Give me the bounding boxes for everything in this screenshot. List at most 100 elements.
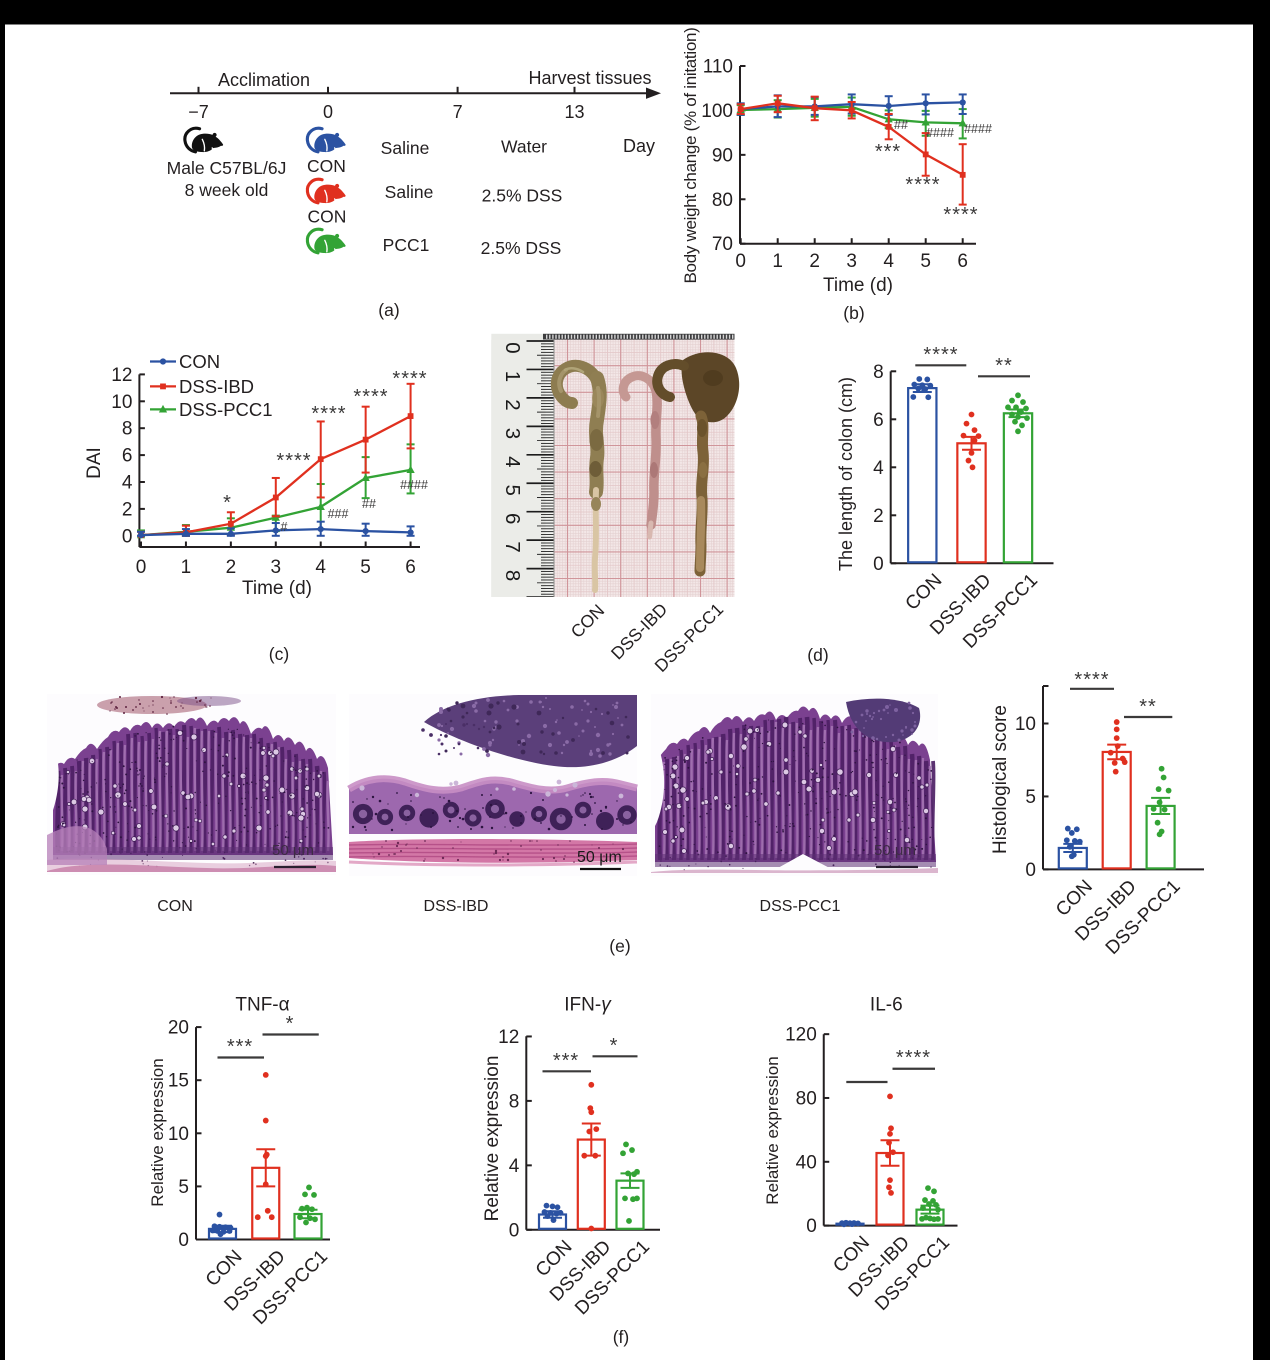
svg-text:6: 6 [957, 251, 968, 272]
svg-text:****: **** [896, 1047, 931, 1069]
svg-text:50 μm: 50 μm [874, 842, 916, 859]
svg-text:13: 13 [564, 102, 584, 122]
svg-text:110: 110 [703, 57, 733, 78]
svg-text:*: * [610, 1035, 619, 1057]
svg-text:0: 0 [323, 102, 333, 122]
svg-text:4: 4 [883, 251, 894, 272]
svg-text:2: 2 [122, 499, 133, 520]
svg-text:Harvest tissues: Harvest tissues [528, 68, 651, 88]
svg-text:***: *** [553, 1050, 579, 1072]
svg-text:80: 80 [712, 190, 733, 211]
svg-text:0: 0 [122, 526, 133, 547]
svg-text:2.5% DSS: 2.5% DSS [481, 238, 562, 258]
svg-text:DSS-IBD: DSS-IBD [424, 898, 489, 915]
svg-text:1: 1 [181, 557, 192, 578]
svg-text:(e): (e) [609, 936, 630, 956]
svg-text:#: # [281, 520, 288, 534]
svg-text:8: 8 [122, 419, 133, 440]
svg-text:5: 5 [1025, 787, 1036, 808]
svg-text:Histological score: Histological score [990, 705, 1011, 854]
svg-text:0: 0 [873, 554, 884, 575]
svg-text:5: 5 [360, 557, 371, 578]
svg-text:2: 2 [226, 557, 237, 578]
svg-text:0: 0 [136, 557, 147, 578]
svg-text:10: 10 [111, 392, 132, 413]
svg-text:5: 5 [920, 251, 931, 272]
svg-text:8 week old: 8 week old [185, 180, 269, 200]
svg-text:####: #### [926, 126, 954, 140]
svg-text:12: 12 [498, 1027, 519, 1048]
svg-text:4: 4 [873, 458, 884, 479]
svg-text:4: 4 [501, 456, 524, 467]
svg-text:80: 80 [796, 1089, 817, 1110]
svg-text:7: 7 [453, 102, 463, 122]
svg-text:6: 6 [501, 513, 524, 524]
svg-text:6: 6 [122, 446, 133, 467]
svg-text:−7: −7 [188, 102, 209, 122]
svg-text:2: 2 [873, 506, 884, 527]
svg-text:(a): (a) [378, 300, 399, 320]
svg-text:0: 0 [178, 1230, 189, 1251]
svg-text:Saline: Saline [385, 182, 434, 202]
svg-text:##: ## [362, 497, 376, 511]
svg-text:4: 4 [315, 557, 326, 578]
svg-text:***: *** [875, 141, 901, 163]
svg-text:8: 8 [509, 1091, 520, 1112]
svg-text:**: ** [1139, 696, 1157, 718]
svg-text:DSS-PCC1: DSS-PCC1 [760, 898, 841, 915]
svg-text:*: * [223, 492, 231, 514]
svg-text:5: 5 [501, 484, 524, 495]
svg-text:Relative expression: Relative expression [148, 1058, 167, 1206]
svg-text:TNF-α: TNF-α [235, 995, 289, 1016]
svg-text:CON: CON [157, 898, 193, 915]
svg-text:DSS-PCC1: DSS-PCC1 [179, 399, 273, 420]
svg-text:12: 12 [111, 365, 132, 386]
svg-text:4: 4 [509, 1156, 520, 1177]
svg-text:100: 100 [701, 101, 733, 122]
svg-text:###: ### [328, 507, 349, 521]
svg-text:Acclimation: Acclimation [218, 70, 310, 90]
svg-text:2.5% DSS: 2.5% DSS [482, 186, 563, 206]
svg-text:90: 90 [712, 145, 733, 166]
svg-text:Body weight change (% of inita: Body weight change (% of initation) [681, 28, 700, 284]
svg-text:8: 8 [873, 362, 884, 383]
svg-text:***: *** [227, 1036, 253, 1058]
svg-text:2: 2 [809, 251, 820, 272]
svg-text:****: **** [276, 450, 311, 472]
svg-text:####: #### [400, 478, 428, 492]
svg-text:4: 4 [122, 473, 133, 494]
svg-text:The length of colon (cm): The length of colon (cm) [836, 377, 856, 571]
svg-text:70: 70 [712, 234, 733, 255]
svg-text:6: 6 [405, 557, 416, 578]
svg-text:10: 10 [168, 1124, 189, 1145]
svg-text:PCC1: PCC1 [383, 235, 430, 255]
svg-text:20: 20 [168, 1018, 189, 1039]
svg-text:40: 40 [796, 1152, 817, 1173]
svg-text:****: **** [1074, 669, 1109, 691]
svg-text:1: 1 [501, 371, 524, 382]
svg-text:1: 1 [772, 251, 783, 272]
svg-text:120: 120 [785, 1025, 817, 1046]
svg-text:3: 3 [271, 557, 282, 578]
svg-text:3: 3 [846, 251, 857, 272]
svg-text:0: 0 [501, 342, 524, 353]
svg-text:IFN-γ: IFN-γ [564, 995, 612, 1016]
svg-text:****: **** [905, 174, 940, 196]
svg-text:15: 15 [168, 1071, 189, 1092]
svg-text:10: 10 [1015, 714, 1036, 735]
svg-text:50 μm: 50 μm [272, 842, 314, 859]
svg-text:Relative expression: Relative expression [763, 1056, 782, 1204]
svg-text:Time (d): Time (d) [242, 578, 312, 599]
svg-text:****: **** [943, 204, 978, 226]
svg-text:Time (d): Time (d) [823, 275, 893, 296]
svg-text:0: 0 [1025, 860, 1036, 881]
svg-text:DAI: DAI [84, 447, 105, 479]
svg-text:6: 6 [873, 410, 884, 431]
svg-text:Day: Day [623, 136, 655, 156]
svg-text:5: 5 [178, 1177, 189, 1198]
svg-text:50 μm: 50 μm [577, 849, 622, 866]
svg-text:Water: Water [501, 137, 547, 157]
svg-text:####: #### [964, 122, 992, 136]
svg-text:0: 0 [806, 1216, 817, 1237]
svg-text:(c): (c) [269, 644, 289, 664]
